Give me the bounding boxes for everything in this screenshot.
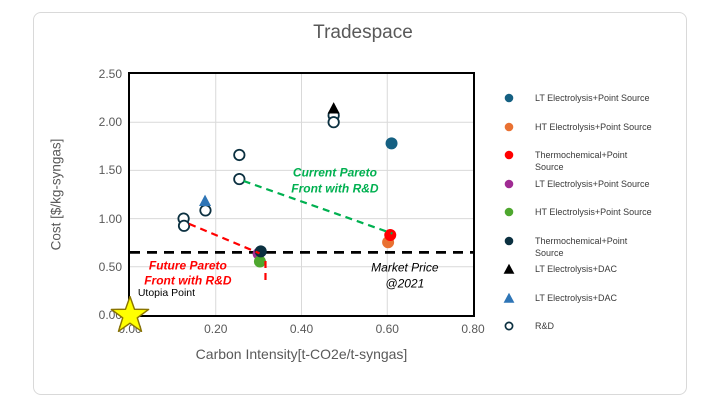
y-tick-label: 1.50 — [98, 163, 122, 178]
x-tick-label: 0.60 — [375, 322, 399, 336]
legend-label: HT Electrolysis+Point Source — [535, 207, 652, 217]
legend-marker-triangle-icon — [503, 292, 515, 303]
legend-label: LT Electrolysis+Point Source — [535, 93, 650, 103]
legend-item: HT Electrolysis+Point Source — [498, 206, 690, 235]
legend-label: HT Electrolysis+Point Source — [535, 121, 652, 132]
data-point-triangle — [199, 194, 212, 207]
y-tick-label: 2.00 — [98, 115, 122, 130]
plot-area — [128, 72, 475, 317]
utopia-star-icon — [110, 296, 150, 333]
current-pareto-line — [243, 179, 393, 235]
data-point-open-circle — [177, 219, 191, 232]
y-tick-label: 1.00 — [98, 211, 122, 226]
x-tick-label: 0.40 — [289, 322, 314, 336]
legend-item: Thermochemical+Point Source — [498, 235, 690, 264]
x-tick-label: 0.20 — [204, 322, 228, 336]
legend-item: LT Electrolysis+Point Source — [498, 92, 690, 121]
data-point-circle — [385, 137, 398, 150]
data-point-circle — [384, 228, 397, 241]
data-point-open-circle — [327, 116, 340, 129]
legend-label: Thermochemical+Point Source — [535, 235, 628, 258]
legend-marker-circle-icon — [504, 122, 514, 131]
legend-label: R&D — [535, 321, 555, 331]
legend-label: LT Electrolysis+DAC — [535, 264, 617, 274]
legend-marker-open-circle-icon — [504, 321, 514, 331]
legend-item: R&D — [498, 320, 690, 349]
legend-marker-circle-icon — [504, 236, 514, 245]
legend-marker-circle-icon — [504, 150, 514, 160]
legend-label: Thermochemical+Point Source — [535, 150, 628, 172]
data-point-circle — [254, 245, 267, 258]
chart-frame-border — [33, 12, 687, 395]
legend-marker-circle-icon — [504, 207, 514, 217]
legend-item: HT Electrolysis+Point Source — [498, 121, 690, 150]
legend-marker-circle-icon — [504, 179, 514, 188]
legend-item: LT Electrolysis+DAC — [498, 263, 690, 292]
data-point-triangle — [327, 102, 340, 114]
legend-marker-circle-icon — [504, 93, 514, 103]
legend-label: LT Electrolysis+DAC — [535, 292, 617, 303]
data-point-open-circle — [199, 204, 212, 217]
scatter-plot-svg — [130, 74, 473, 315]
data-point-open-circle — [233, 148, 246, 162]
x-tick-label: 0.80 — [461, 322, 485, 336]
legend-item: LT Electrolysis+Point Source — [498, 178, 690, 207]
y-tick-label: 0.50 — [98, 259, 122, 274]
data-point-circle — [253, 255, 266, 268]
legend-item: Thermochemical+Point Source — [498, 149, 690, 178]
y-axis-title: Cost [$/kg-syngas] — [48, 138, 64, 251]
legend-marker-triangle-icon — [503, 263, 515, 274]
x-axis-title: Carbon Intensity[t-CO2e/t-syngas] — [195, 346, 408, 362]
legend: LT Electrolysis+Point Source HT Electroly… — [498, 92, 690, 349]
legend-item: LT Electrolysis+DAC — [498, 292, 690, 321]
legend-label: LT Electrolysis+Point Source — [535, 178, 650, 189]
y-tick-label: 2.50 — [98, 67, 122, 81]
chart-title: Tradespace — [313, 22, 413, 43]
future-pareto-line — [188, 222, 260, 255]
data-point-open-circle — [233, 172, 246, 186]
